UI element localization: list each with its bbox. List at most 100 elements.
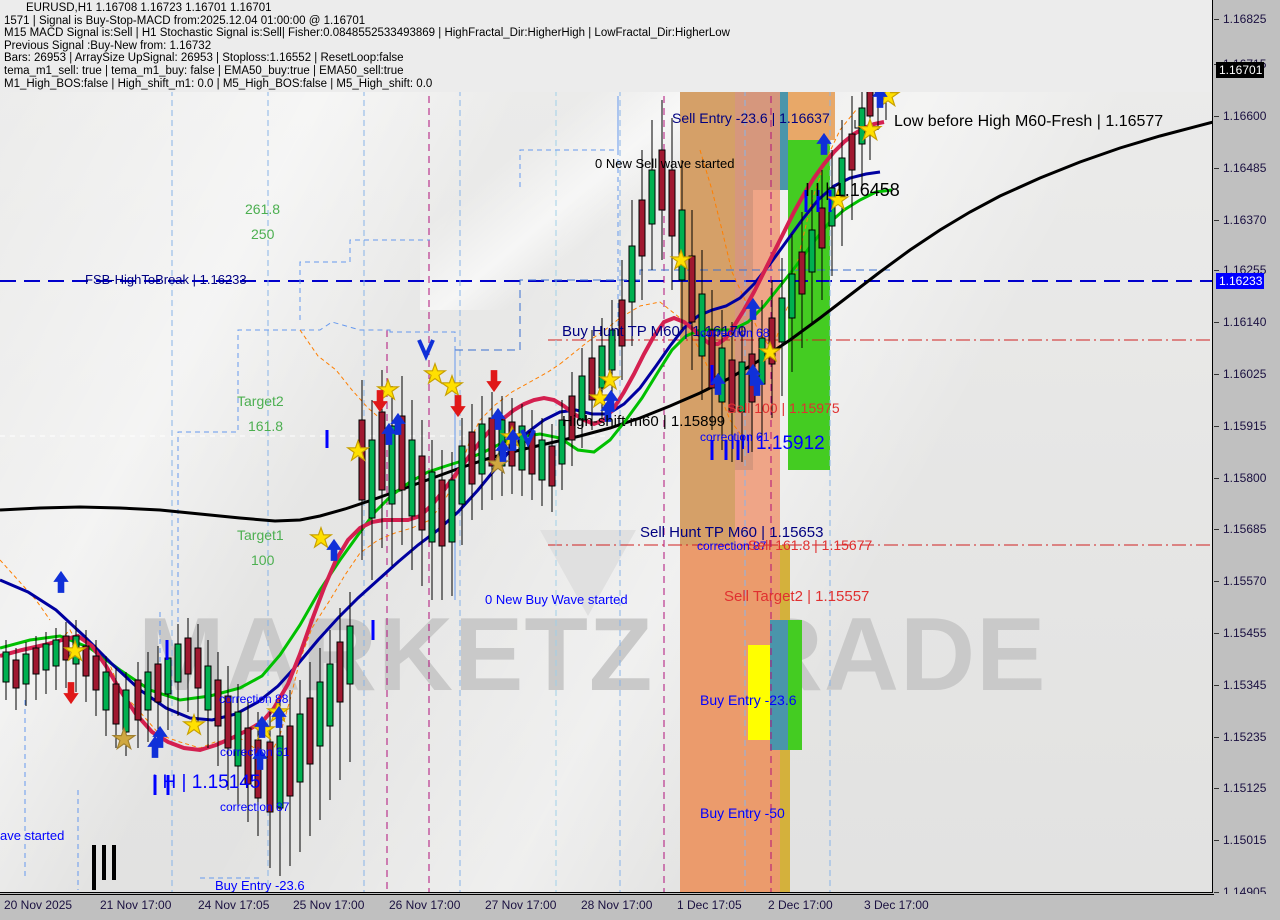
price-tick-label: 1.15570 [1223,574,1267,588]
time-tick-label: 28 Nov 17:00 [581,898,653,912]
tick-dash-icon [1214,892,1219,894]
price-tick-label: 1.16140 [1223,315,1267,329]
chart-info-panel: EURUSD,H1 1.16708 1.16723 1.16701 1.1670… [0,0,1212,93]
price-tick: 1.16825 [1214,12,1266,26]
chart-label-buy-entry-50: Buy Entry -50 [700,805,785,821]
chart-label-buy-entry-236b: Buy Entry -23.6 [700,692,797,708]
chart-plot-area[interactable]: MARKETZ TRADE [0,0,1213,893]
time-tick-label: 26 Nov 17:00 [389,898,461,912]
chart-label-wave-started: ave started [0,828,65,843]
chart-label-new-sell-wave: 0 New Sell wave started [595,156,735,171]
chart-label-target2: Target2 [237,393,284,409]
price-axis[interactable]: 1.168251.167151.166001.164851.163701.162… [1214,0,1280,899]
price-tick: 1.15915 [1214,419,1266,433]
price-tick-label: 1.15800 [1223,471,1267,485]
time-tick-label: 25 Nov 17:00 [293,898,365,912]
price-tick: 1.15345 [1214,678,1266,692]
price-tick-label: 1.15015 [1223,833,1267,847]
tick-dash-icon [1214,529,1219,531]
info-line-2: Previous Signal :Buy-New from: 1.16732 [4,39,212,52]
price-tick: 1.16600 [1214,109,1266,123]
tick-dash-icon [1214,168,1219,170]
price-tick: 1.15685 [1214,522,1266,536]
time-tick-label: 2 Dec 17:00 [768,898,833,912]
time-tick-label: 21 Nov 17:00 [100,898,172,912]
chart-label-fib-100: 100 [251,552,275,568]
tick-dash-icon [1214,220,1219,222]
session-band-salmon [680,0,780,892]
info-line-5: M1_High_BOS:false | High_shift_m1: 0.0 |… [4,77,433,90]
session-band-teal-2 [770,620,788,750]
tick-dash-icon [1214,685,1219,687]
tick-dash-icon [1214,478,1219,480]
tick-dash-icon [1214,840,1219,842]
chart-label-new-buy-wave: 0 New Buy Wave started [485,592,628,607]
time-tick-label: 3 Dec 17:00 [864,898,929,912]
chart-label-correction-88: correction 88 [219,692,289,706]
price-tick-label: 1.16370 [1223,213,1267,227]
chart-label-sell-hunt-tp: Sell Hunt TP M60 | 1.15653 [640,524,824,541]
time-tick-label: 20 Nov 2025 [4,898,73,912]
chart-label-target1: Target1 [237,527,284,543]
tick-dash-icon [1214,788,1219,790]
price-tick: 1.16140 [1214,315,1266,329]
price-tick: 1.16485 [1214,161,1266,175]
chart-label-sell-1618: Sell 161.8 | 1.15677 [748,537,873,553]
time-axis[interactable]: 20 Nov 2025 21 Nov 17:00 24 Nov 17:05 25 No… [0,894,1280,920]
session-band-yellow [748,645,770,740]
chart-label-fib-2618: 261.8 [245,201,281,217]
price-tick-label: 1.16825 [1223,12,1267,26]
chart-label-price-115145: I H | 1.15145 [152,772,261,793]
chart-label-fsb-hightobreak: FSB-HighToBreak | 1.16233 [85,272,247,287]
price-tick-label: 1.16485 [1223,161,1267,175]
price-tick: 1.15800 [1214,471,1266,485]
time-tick-label: 24 Nov 17:05 [198,898,270,912]
info-line-4: tema_m1_sell: true | tema_m1_buy: false … [4,64,404,77]
tick-dash-icon [1214,116,1219,118]
price-tick-label: 1.15125 [1223,781,1267,795]
price-tick-label: 1.15685 [1223,522,1267,536]
price-tick-label: 1.15915 [1223,419,1267,433]
tick-dash-icon [1214,374,1219,376]
tick-dash-icon [1214,737,1219,739]
chart-label-correction-61a: correction 61 [220,745,290,759]
price-tick-label: 1.15455 [1223,626,1267,640]
time-tick-label: 1 Dec 17:05 [677,898,742,912]
chart-label-sell-target2: Sell Target2 | 1.15557 [724,588,870,605]
price-tick-label: 1.15345 [1223,678,1267,692]
chart-label-fib-1618: 161.8 [248,418,284,434]
price-tick: 1.15455 [1214,626,1266,640]
chart-label-buy-hunt-tp: Buy Hunt TP M60 | 1.16170 [562,323,747,340]
watermark-logo: MARKETZ TRADE [138,597,1047,713]
chart-label-sell-entry-236: Sell Entry -23.6 | 1.16637 [672,110,830,126]
chart-label-high-shift-m60: High-shift m60 | 1.15899 [562,413,726,430]
chart-label-low-before-high: Low before High M60-Fresh | 1.16577 [894,113,1164,130]
chart-label-correction-87a: correction 87 [697,539,767,553]
info-line-3: Bars: 26953 | ArraySize UpSignal: 26953 … [4,52,404,65]
tick-dash-icon [1214,426,1219,428]
price-tick-label: 1.16025 [1223,367,1267,381]
price-tick: 1.15125 [1214,781,1266,795]
time-tick-label: 27 Nov 17:00 [485,898,557,912]
tick-dash-icon [1214,322,1219,324]
chart-label-price-115912: I I| 1.15912 [730,433,825,454]
chart-label-sell-100: Sell 100 | 1.15975 [727,400,840,416]
tick-dash-icon [1214,633,1219,635]
price-tick: 1.15015 [1214,833,1266,847]
session-band-green-3 [788,620,802,750]
chart-label-close-11645: I I | 1.16458 [805,180,900,200]
chart-label-correction-87b: correction 87 [220,800,290,814]
chart-label-correction-68: correction 68 [700,326,770,340]
info-line-0: 1571 | Signal is Buy-Stop-MACD from:2025… [4,14,366,27]
current-bid-badge: 1.16701 [1216,62,1265,78]
tick-dash-icon [1214,19,1219,21]
time-axis-divider [0,894,1214,895]
chart-label-fib-250: 250 [251,226,275,242]
price-tick: 1.16025 [1214,367,1266,381]
info-line-1: M15 MACD Signal is:Sell | H1 Stochastic … [4,27,730,40]
price-level-badge: 1.16233 [1216,273,1265,289]
chart-vector-layer [0,0,1212,892]
symbol-ohlc-line: EURUSD,H1 1.16708 1.16723 1.16701 1.1670… [26,2,272,14]
price-tick-label: 1.15235 [1223,730,1267,744]
price-tick: 1.15570 [1214,574,1266,588]
